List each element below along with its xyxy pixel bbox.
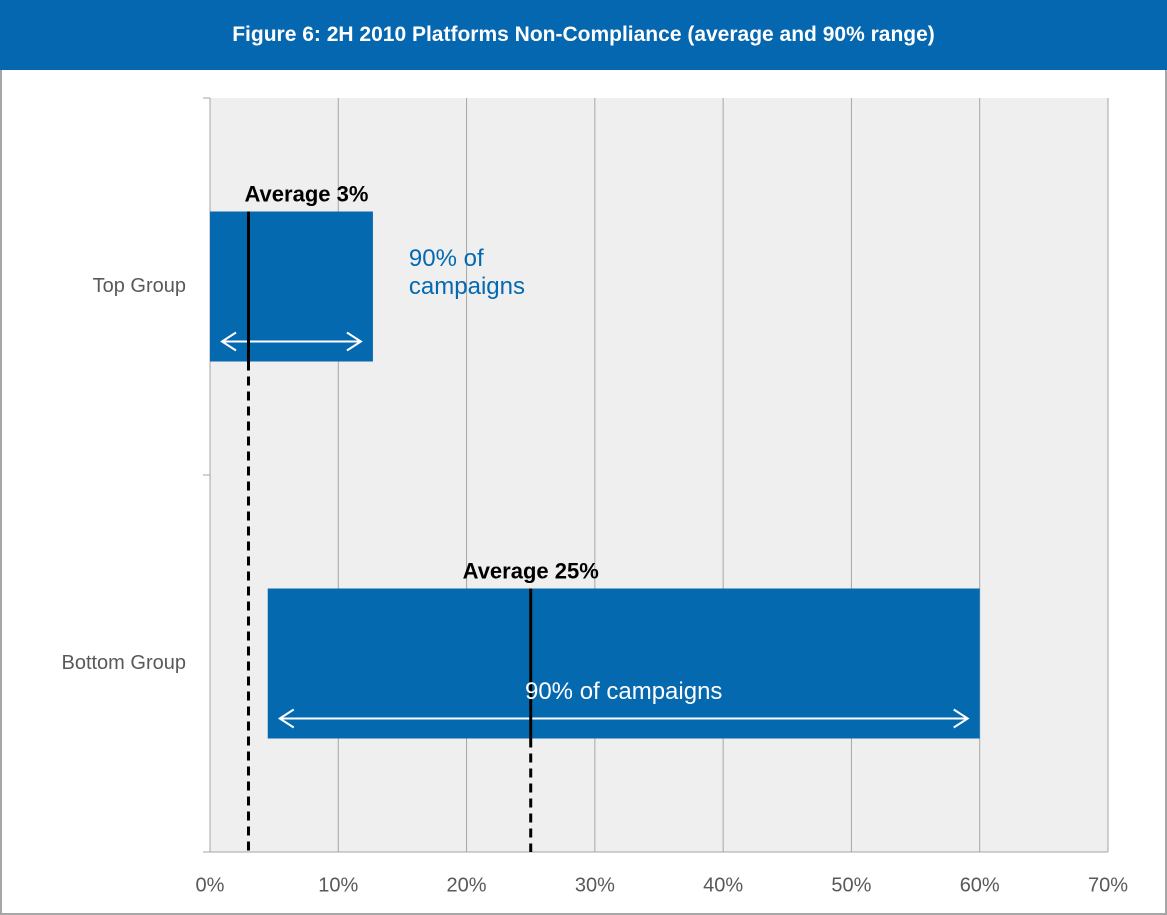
average-label: Average 3%: [244, 181, 368, 206]
range-annotation: 90% of campaigns: [408, 244, 525, 300]
range-bar: [210, 211, 373, 362]
x-tick-label: 70%: [1088, 874, 1128, 896]
x-tick-label: 30%: [575, 874, 615, 896]
x-tick-label: 40%: [703, 874, 743, 896]
x-tick-label: 50%: [831, 874, 871, 896]
category-label: Bottom Group: [61, 652, 186, 674]
x-tick-label: 0%: [196, 874, 225, 896]
x-tick-label: 10%: [318, 874, 358, 896]
arrow-head: [220, 331, 237, 352]
x-tick-label: 20%: [447, 874, 487, 896]
arrow-head: [953, 708, 970, 729]
plot-area: [210, 98, 1108, 852]
frame: [0, 70, 1167, 915]
category-label: Top Group: [93, 275, 186, 297]
x-tick-label: 60%: [960, 874, 1000, 896]
average-label: Average 25%: [463, 558, 599, 583]
arrow-head: [346, 331, 363, 352]
chart-title: Figure 6: 2H 2010 Platforms Non-Complian…: [0, 0, 1167, 70]
arrow-head: [277, 708, 295, 729]
range-annotation: 90% of campaigns: [524, 677, 723, 705]
range-bar: [267, 588, 980, 739]
